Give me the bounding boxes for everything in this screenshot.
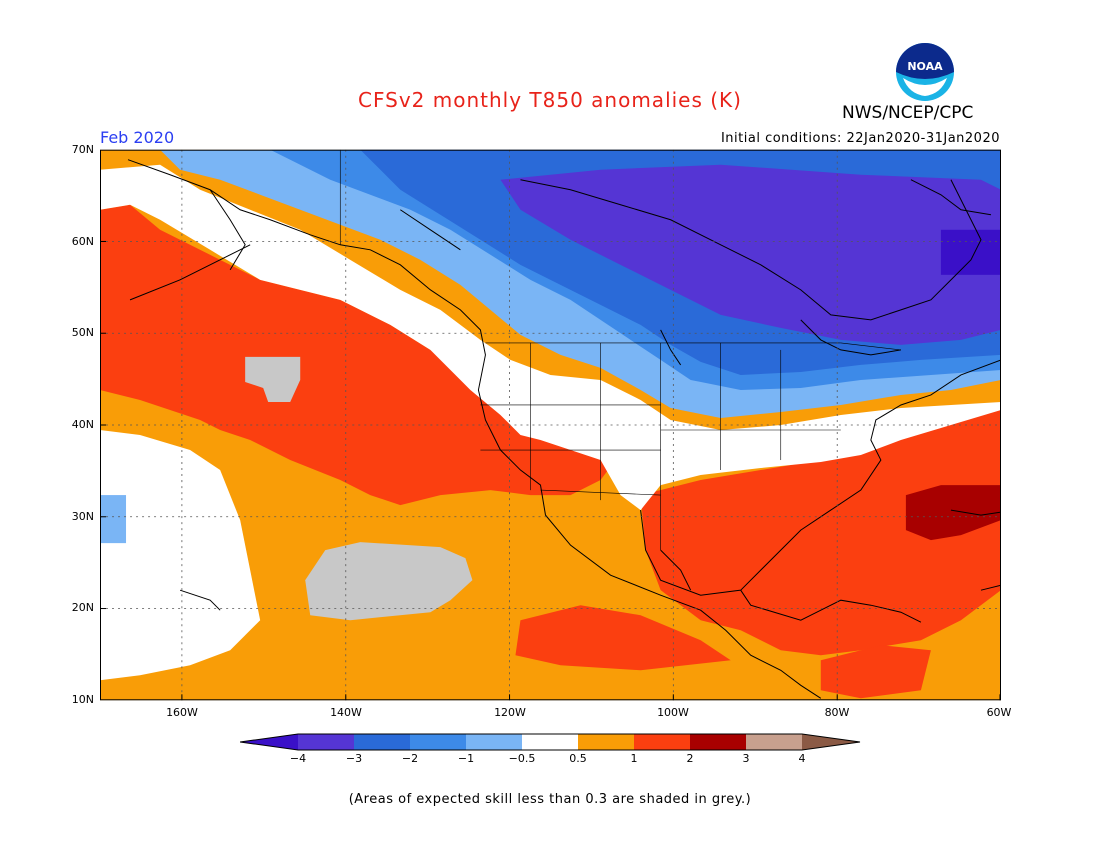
anomaly-darkred-atlantic — [905, 485, 1001, 541]
anomaly-purple — [500, 164, 1001, 345]
lat-label: 60N — [71, 235, 94, 248]
anomaly-red-south — [515, 605, 731, 671]
colorbar-swatch — [410, 734, 466, 750]
low-skill-grey-north — [245, 356, 301, 402]
lat-label: 50N — [71, 326, 94, 339]
colorbar-label: −3 — [345, 752, 363, 765]
svg-text:NOAA: NOAA — [907, 60, 943, 73]
colorbar-swatch — [634, 734, 690, 750]
initial-conditions: Initial conditions: 22Jan2020-31Jan2020 — [720, 131, 1000, 146]
lat-lon-grid — [100, 149, 1001, 701]
colorbar-label: 2 — [686, 752, 694, 765]
anomaly-darkpurple — [940, 229, 1001, 275]
colorbar-label: −0.5 — [508, 752, 536, 765]
colorbar-arrow-high — [802, 734, 860, 750]
colorbar-swatch — [690, 734, 746, 750]
anomaly-lightblue-spot — [100, 495, 127, 544]
anomaly-red-east — [640, 404, 1001, 656]
forecast-month: Feb 2020 — [100, 128, 175, 147]
colorbar-swatch — [746, 734, 802, 750]
anomaly-red-pacific — [100, 204, 631, 506]
colorbar-label: 0.5 — [569, 752, 587, 765]
lat-label: 10N — [71, 693, 94, 706]
low-skill-grey-south — [305, 542, 473, 621]
anomaly-red-caribbean — [820, 645, 931, 699]
colorbar-label: 4 — [798, 752, 806, 765]
colorbar-label: −1 — [457, 752, 475, 765]
colorbar-swatch — [578, 734, 634, 750]
lon-label: 60W — [986, 706, 1012, 719]
lat-label: 70N — [71, 143, 94, 156]
lon-label: 160W — [166, 706, 198, 719]
map-title: CFSv2 monthly T850 anomalies (K) — [358, 88, 742, 112]
skill-footnote: (Areas of expected skill less than 0.3 a… — [348, 792, 752, 807]
colorbar-swatch — [522, 734, 578, 750]
lon-label: 80W — [824, 706, 850, 719]
colorbar — [240, 733, 861, 751]
colorbar-label: −4 — [289, 752, 307, 765]
lat-label: 20N — [71, 601, 94, 614]
colorbar-swatch — [354, 734, 410, 750]
axis-ticks — [100, 240, 1001, 701]
lon-label: 140W — [330, 706, 362, 719]
colorbar-label: 1 — [630, 752, 638, 765]
colorbar-arrow-low — [240, 734, 298, 750]
anomaly-map — [100, 149, 1001, 701]
lat-label: 30N — [71, 510, 94, 523]
anomaly-white-westpac — [100, 430, 261, 681]
anomaly-white-band — [100, 164, 1001, 511]
lon-label: 120W — [494, 706, 526, 719]
colorbar-swatch — [466, 734, 522, 750]
lat-label: 40N — [71, 418, 94, 431]
noaa-logo: NOAA — [895, 42, 955, 102]
political-borders — [339, 149, 901, 551]
colorbar-swatch — [298, 734, 354, 750]
agency-label: NWS/NCEP/CPC — [842, 103, 974, 123]
colorbar-label: 3 — [742, 752, 750, 765]
lon-label: 100W — [657, 706, 689, 719]
colorbar-label: −2 — [401, 752, 419, 765]
